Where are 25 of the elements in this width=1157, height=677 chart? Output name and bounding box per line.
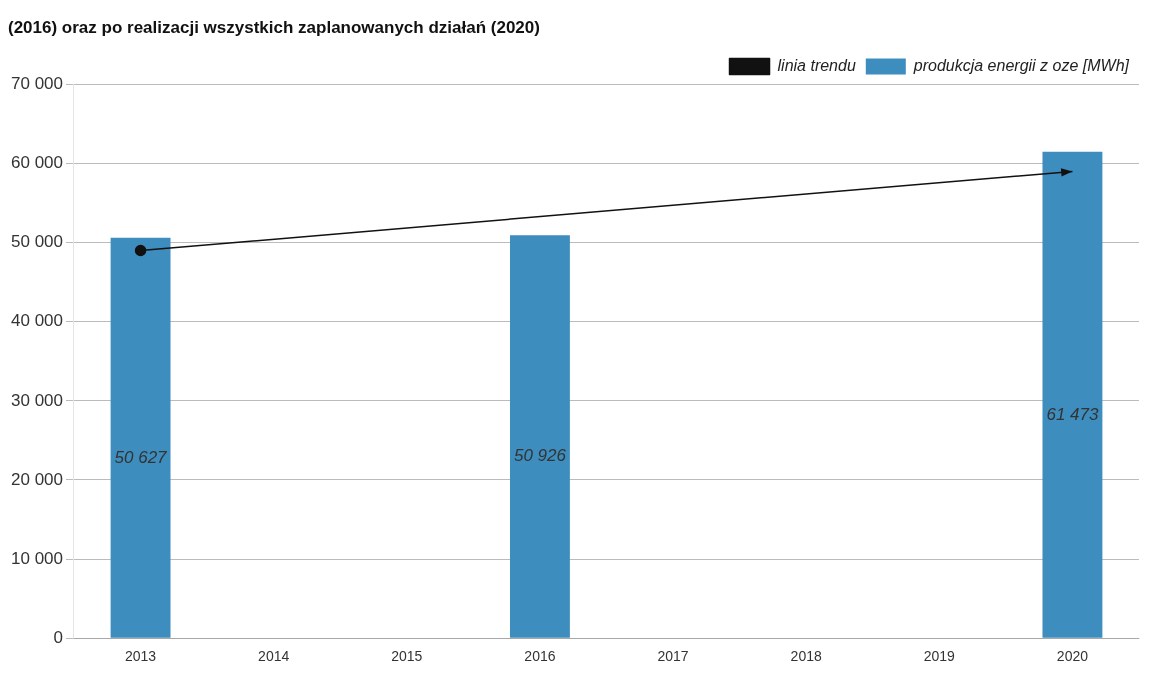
data-label: 50 926 <box>513 446 567 466</box>
x-tick-label: 2020 <box>1056 648 1089 665</box>
y-tick-label: 20 000 <box>11 469 63 489</box>
data-label: 50 627 <box>114 447 168 467</box>
x-tick-label: 2018 <box>790 648 822 665</box>
legend-label: linia trendu <box>777 56 856 74</box>
x-tick-label: 2013 <box>124 648 157 665</box>
x-tick-label: 2014 <box>258 648 290 665</box>
x-tick-label: 2015 <box>391 648 423 665</box>
x-tick-label: 2019 <box>923 648 956 665</box>
chart-title: (2016) oraz po realizacji wszystkich zaplanowanych działań (2020) <box>8 17 540 37</box>
x-tick-label: 2017 <box>657 648 689 665</box>
y-tick-label: 70 000 <box>11 74 63 94</box>
data-label: 61 473 <box>1046 404 1099 424</box>
x-tick-label: 2016 <box>524 648 556 665</box>
y-tick-label: 10 000 <box>11 548 63 568</box>
legend-label: produkcja energii z oze [MWh] <box>912 56 1130 74</box>
y-tick-label: 30 000 <box>11 390 63 410</box>
bar <box>509 235 570 638</box>
y-tick-label: 40 000 <box>11 311 63 331</box>
y-tick-label: 50 000 <box>11 232 63 252</box>
y-tick-label: 60 000 <box>11 153 63 173</box>
y-tick-label: 0 <box>53 627 63 647</box>
bar <box>110 237 171 638</box>
bar <box>1042 151 1103 638</box>
